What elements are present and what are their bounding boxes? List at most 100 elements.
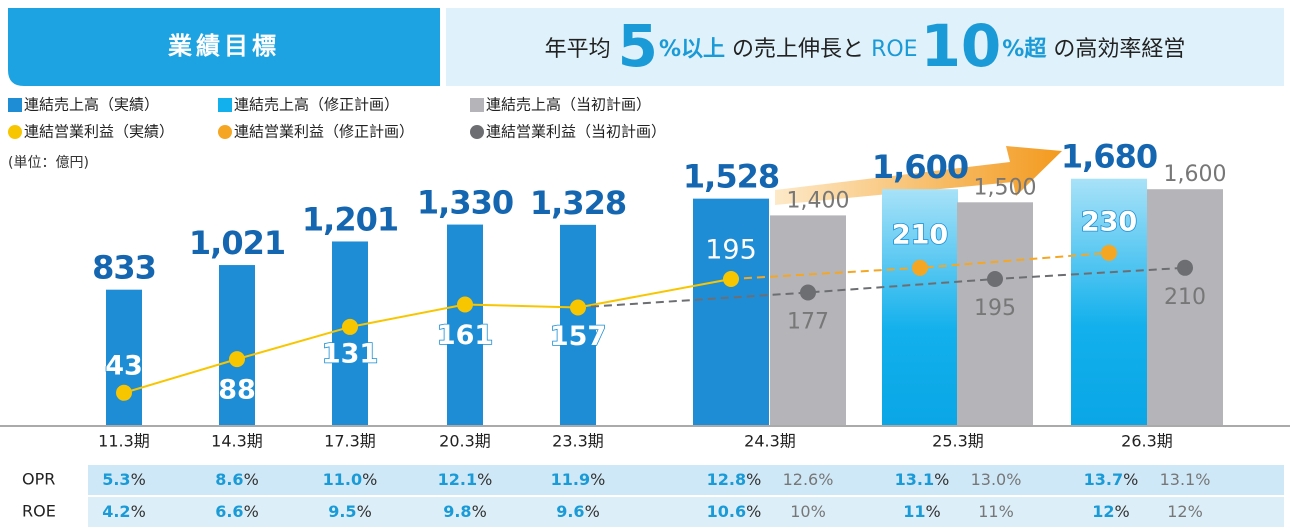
table-cell: 13.1% bbox=[1160, 470, 1211, 489]
bar bbox=[447, 224, 483, 425]
growth-arrow bbox=[775, 146, 1062, 205]
cell-unit: % bbox=[1123, 470, 1138, 489]
cell-value: 11.9 bbox=[551, 470, 590, 489]
legend-label: 連結営業利益（当初計画） bbox=[486, 123, 666, 141]
tagline-text: %以上 bbox=[659, 37, 725, 62]
x-tick-label: 24.3期 bbox=[744, 432, 796, 451]
cell-value: 12.1 bbox=[438, 470, 477, 489]
table-cell: 9.5% bbox=[328, 502, 372, 521]
table-cell: 12.8% bbox=[707, 470, 762, 489]
legend-label: 連結売上高（実績） bbox=[24, 96, 159, 114]
x-tick-label: 23.3期 bbox=[552, 432, 604, 451]
tagline-text: ROE bbox=[871, 37, 918, 62]
cell-unit: % bbox=[811, 502, 826, 521]
chart-layer: 連結売上高（実績） 連結売上高（修正計画） 連結売上高（当初計画） 連結営業利益（実績… bbox=[8, 96, 1284, 527]
table-cell: 12% bbox=[1092, 502, 1129, 521]
tagline-number: 5 bbox=[618, 12, 658, 80]
table-cell: 12.1% bbox=[438, 470, 493, 489]
point-value-label: 195 bbox=[705, 235, 757, 266]
legend-swatch bbox=[218, 98, 232, 112]
point bbox=[1177, 259, 1193, 276]
table-cell: 9.6% bbox=[556, 502, 600, 521]
cell-value: 9.6 bbox=[556, 502, 584, 521]
cell-value: 8.6 bbox=[215, 470, 243, 489]
cell-unit: % bbox=[926, 502, 941, 521]
cell-value: 13.7 bbox=[1084, 470, 1123, 489]
cell-value: 4.2 bbox=[102, 502, 130, 521]
bar bbox=[957, 202, 1033, 425]
table-cell: 5.3% bbox=[102, 470, 146, 489]
line bbox=[123, 278, 732, 394]
header-tagline: 年平均 5 %以上 の売上伸長と ROE 10 %超 の高効率経営 bbox=[545, 12, 1186, 80]
point bbox=[116, 384, 132, 401]
point bbox=[570, 299, 586, 316]
legend-label: 連結売上高（修正計画） bbox=[234, 96, 399, 114]
table-cell: 4.2% bbox=[102, 502, 146, 521]
tagline-text: %超 bbox=[1002, 37, 1047, 62]
bar-value-label: 1,021 bbox=[189, 224, 285, 262]
unit-note: (単位：億円) bbox=[8, 155, 89, 171]
table-cell: 10% bbox=[790, 502, 826, 521]
cell-unit: % bbox=[746, 470, 761, 489]
x-tick-label: 17.3期 bbox=[324, 432, 376, 451]
point bbox=[800, 284, 816, 301]
legend-label: 連結営業利益（修正計画） bbox=[234, 123, 414, 141]
point-value-label: 210 bbox=[892, 219, 948, 250]
bar-value-label: 1,600 bbox=[872, 148, 968, 186]
bar bbox=[770, 215, 846, 425]
bar-value-label: 1,201 bbox=[302, 200, 398, 238]
header-tagline-box bbox=[446, 8, 1284, 86]
cell-unit: % bbox=[477, 470, 492, 489]
bar-value-label: 833 bbox=[92, 249, 156, 287]
cell-value: 10.6 bbox=[707, 502, 746, 521]
table-cell: 6.6% bbox=[215, 502, 259, 521]
cell-unit: % bbox=[1188, 502, 1203, 521]
point-value-label: 177 bbox=[787, 310, 829, 335]
x-tick-label: 11.3期 bbox=[98, 432, 150, 451]
cell-unit: % bbox=[131, 502, 146, 521]
bar bbox=[882, 189, 958, 425]
cell-unit: % bbox=[746, 502, 761, 521]
table-cell: 8.6% bbox=[215, 470, 259, 489]
point bbox=[342, 318, 358, 335]
line bbox=[577, 266, 1186, 309]
cell-value: 13.1 bbox=[1160, 470, 1196, 489]
cell-unit: % bbox=[131, 470, 146, 489]
cell-unit: % bbox=[818, 470, 833, 489]
table-cell: 12.6% bbox=[783, 470, 834, 489]
point-value-label: 88 bbox=[218, 375, 256, 406]
bar-value-label: 1,330 bbox=[417, 184, 513, 222]
cell-unit: % bbox=[585, 502, 600, 521]
cell-value: 6.6 bbox=[215, 502, 243, 521]
cell-value: 12 bbox=[1167, 502, 1187, 521]
bar bbox=[106, 289, 142, 425]
bar bbox=[1147, 189, 1223, 425]
cell-value: 12.8 bbox=[707, 470, 746, 489]
table-cell: 13.7% bbox=[1084, 470, 1139, 489]
table-cell: 11.0% bbox=[323, 470, 378, 489]
point-value-label: 195 bbox=[974, 296, 1016, 321]
cell-value: 11 bbox=[978, 502, 998, 521]
cell-unit: % bbox=[244, 470, 259, 489]
table-cell: 12% bbox=[1167, 502, 1203, 521]
header-title: 業績目標 bbox=[168, 32, 280, 60]
row-label: ROE bbox=[22, 502, 56, 521]
bar-value-label: 1,400 bbox=[787, 188, 850, 213]
cell-value: 13.0 bbox=[971, 470, 1007, 489]
point-value-label: 131 bbox=[322, 338, 378, 369]
cell-unit: % bbox=[244, 502, 259, 521]
header-title-box bbox=[8, 8, 440, 86]
point-value-label: 210 bbox=[1164, 285, 1206, 310]
table-cell: 10.6% bbox=[707, 502, 762, 521]
point-value-label: 230 bbox=[1081, 206, 1137, 237]
x-tick-label: 26.3期 bbox=[1121, 432, 1173, 451]
cell-value: 9.5 bbox=[328, 502, 356, 521]
legend-label: 連結営業利益（実績） bbox=[24, 123, 174, 141]
x-tick-label: 14.3期 bbox=[211, 432, 263, 451]
cell-value: 12 bbox=[1092, 502, 1114, 521]
bar bbox=[560, 224, 596, 425]
cell-value: 11.0 bbox=[323, 470, 362, 489]
tagline-text: 年平均 bbox=[545, 37, 611, 62]
cell-unit: % bbox=[999, 502, 1014, 521]
